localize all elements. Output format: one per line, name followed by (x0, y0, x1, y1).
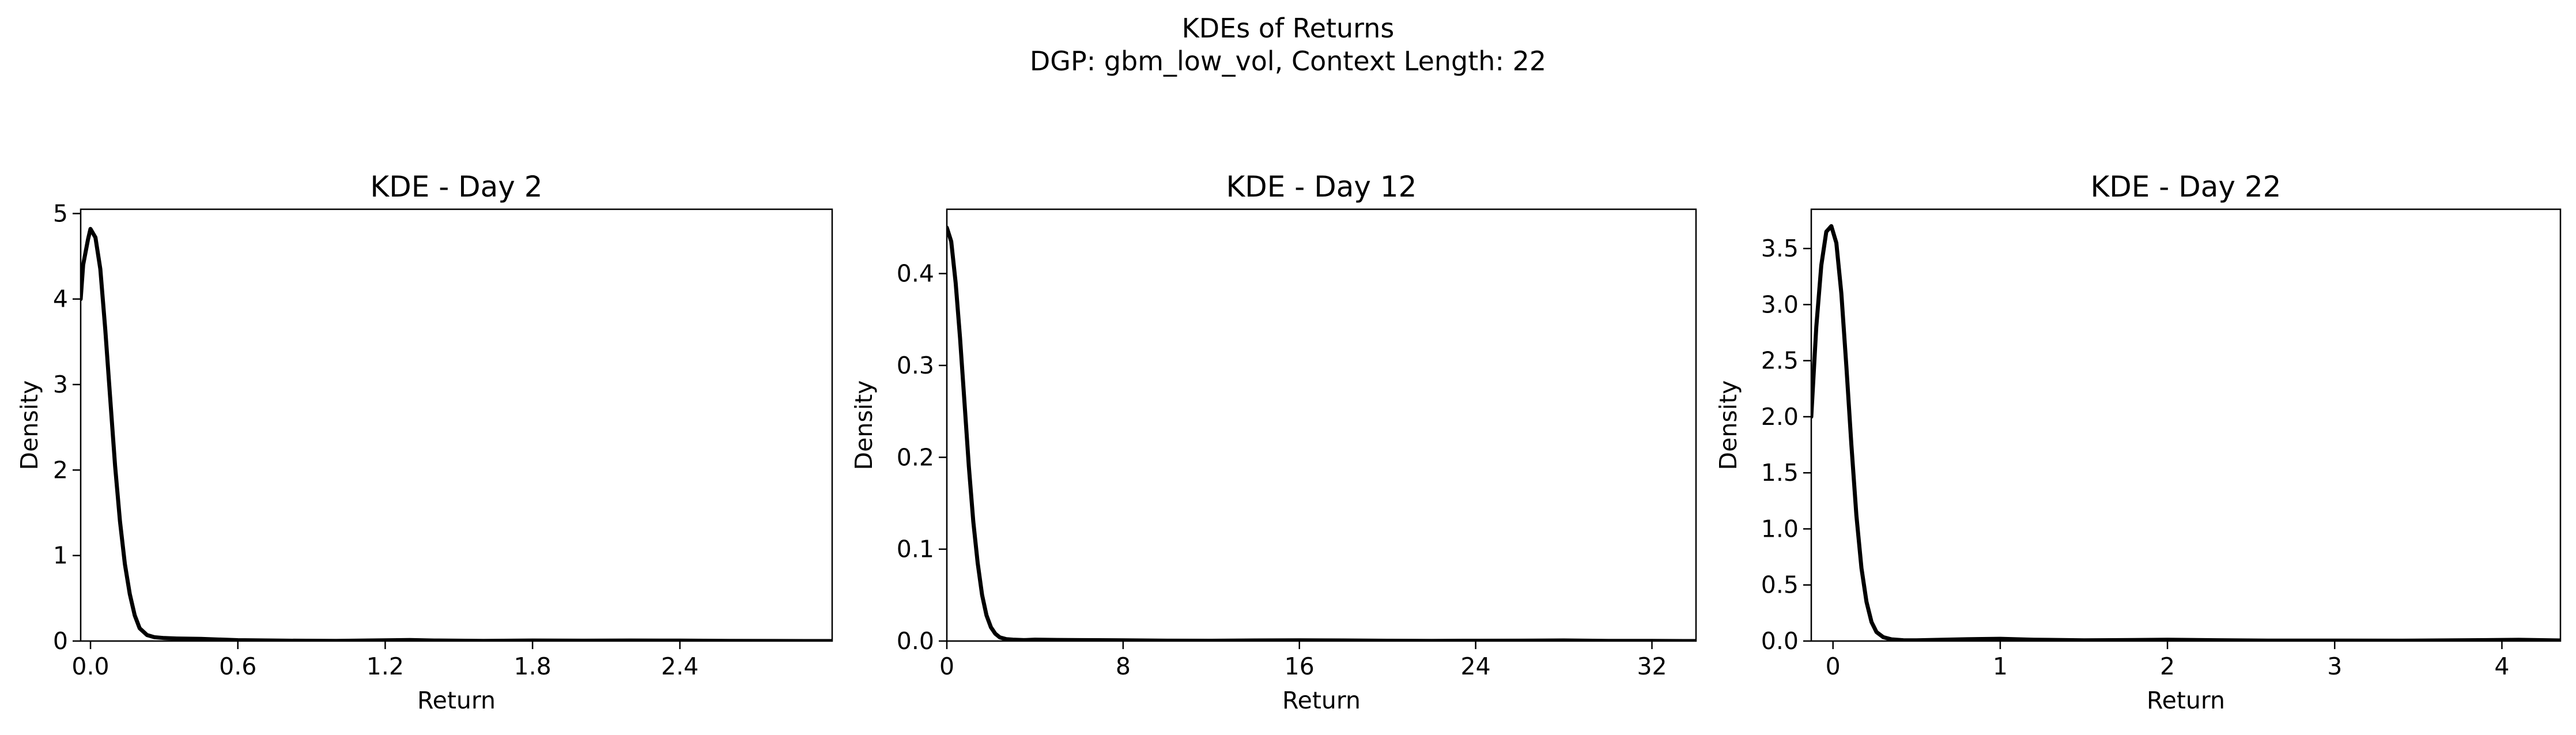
y-axis-label: Density (850, 380, 878, 470)
kde-line-panel-3 (1811, 224, 2560, 641)
y-tick-label: 0.3 (897, 352, 934, 379)
panel-title: KDE - Day 2 (370, 170, 542, 203)
y-tick-label: 3.0 (1761, 291, 1799, 318)
x-tick-label: 3 (2327, 653, 2342, 680)
kde-line-panel-2 (947, 225, 1696, 641)
panel-3: 0 1 2 3 4 0.0 0.5 1.0 1.5 2.0 2.5 3.0 3.5 KDE - Day 2… (1714, 170, 2562, 714)
y-axis-label: Density (16, 380, 43, 470)
x-axis-label: Return (2147, 687, 2225, 714)
y-tick-label: 0 (53, 627, 68, 655)
x-tick-label: 24 (1461, 653, 1491, 680)
y-axis-label: Density (1714, 380, 1742, 470)
y-tick-label: 0.4 (897, 260, 934, 288)
y-tick-label: 1 (53, 542, 68, 570)
suptitle-line-2: DGP: gbm_low_vol, Context Length: 22 (1030, 46, 1546, 77)
x-tick-label: 2 (2160, 653, 2175, 680)
x-tick-label: 8 (1116, 653, 1131, 680)
y-tick-label: 0.5 (1761, 571, 1799, 599)
x-tick-label: 0.6 (219, 653, 256, 680)
y-tick-label: 3 (53, 371, 68, 398)
panel-title: KDE - Day 12 (1226, 170, 1417, 203)
y-tick-label: 0.1 (897, 536, 934, 563)
x-tick-label: 2.4 (661, 653, 698, 680)
y-tick-label: 0.0 (1761, 627, 1799, 655)
x-tick-label: 1 (1993, 653, 2008, 680)
axes-frame (946, 208, 1697, 642)
y-tick-label: 2.0 (1761, 403, 1799, 431)
x-tick-label: 1.2 (367, 653, 404, 680)
x-tick-label: 32 (1637, 653, 1667, 680)
x-tick-label: 4 (2494, 653, 2509, 680)
y-tick-label: 2 (53, 456, 68, 484)
x-axis-label: Return (417, 687, 496, 714)
panel-1: 0.0 0.6 1.2 1.8 2.4 0 1 2 3 4 5 KDE - Day 2 Return De… (16, 170, 833, 714)
axes-frame (1810, 208, 2562, 642)
kde-line-panel-1 (81, 227, 832, 641)
y-tick-label: 3.5 (1761, 235, 1799, 262)
y-tick-label: 0.2 (897, 443, 934, 471)
x-tick-label: 16 (1285, 653, 1315, 680)
x-tick-label: 1.8 (513, 653, 551, 680)
y-tick-label: 4 (53, 285, 68, 313)
y-tick-label: 0.0 (897, 627, 934, 655)
suptitle-line-1: KDEs of Returns (1182, 13, 1395, 44)
y-tick-label: 2.5 (1761, 347, 1799, 375)
x-axis-label: Return (1282, 687, 1361, 714)
x-tick-label: 0 (939, 653, 954, 680)
axes-frame (80, 208, 833, 642)
panel-2: 0 8 16 24 32 0.0 0.1 0.2 0.3 0.4 KDE - Day 12 Retur… (850, 170, 1697, 714)
x-tick-label: 0.0 (71, 653, 109, 680)
y-tick-label: 1.0 (1761, 515, 1799, 542)
panel-title: KDE - Day 22 (2091, 170, 2282, 203)
x-tick-label: 0 (1826, 653, 1841, 680)
y-tick-label: 1.5 (1761, 459, 1799, 487)
y-tick-label: 5 (53, 199, 68, 227)
